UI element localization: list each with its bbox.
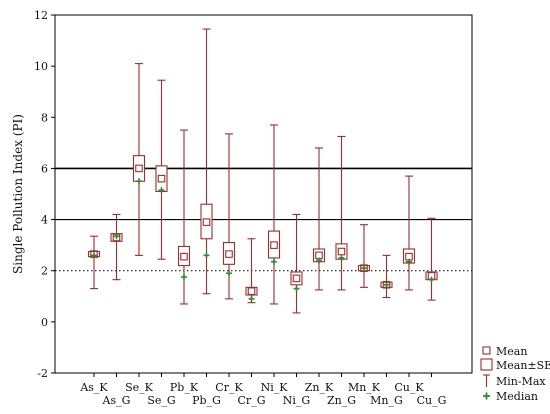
box-As_G — [110, 213, 123, 281]
legend-item-square: Mean — [482, 345, 527, 358]
se-box — [290, 271, 303, 286]
box-Se_K — [132, 63, 146, 256]
y-tick-label: 12 — [34, 9, 48, 22]
x-tick-label: As_K — [79, 381, 108, 394]
se-box — [200, 203, 213, 240]
x-tick-label: Se_K — [125, 381, 154, 394]
x-axis: As_KAs_GSe_KSe_GPb_KPb_GCr_KCr_GNi_KNi_G… — [79, 373, 446, 407]
box-Cr_K — [222, 133, 236, 300]
box-Se_G — [155, 79, 168, 260]
x-tick-label: Se_G — [147, 394, 175, 407]
boxes — [87, 28, 438, 314]
legend-se-symbol — [480, 358, 493, 371]
box-Cu_G — [425, 217, 438, 301]
y-tick-label: 0 — [41, 316, 48, 329]
x-tick-label: Mn_G — [370, 394, 403, 407]
legend-item-box: Mean±SE — [480, 358, 550, 372]
mean-marker — [360, 264, 368, 272]
mean-marker — [225, 250, 233, 258]
x-tick-label: Ni_G — [283, 394, 310, 407]
box-Ni_K — [267, 124, 281, 305]
legend-mean-symbol — [482, 346, 491, 355]
box-Mn_K — [357, 224, 371, 288]
se-box — [222, 242, 236, 265]
x-tick-label: Cr_K — [215, 381, 243, 394]
y-tick-label: 4 — [41, 214, 48, 227]
x-tick-label: As_G — [102, 394, 131, 407]
x-tick-label: Cu_G — [417, 394, 447, 407]
legend-label: Median — [496, 390, 538, 403]
mean-marker — [270, 241, 278, 249]
mean-marker — [157, 174, 166, 183]
box-Cu_K — [402, 175, 416, 291]
se-box — [245, 286, 258, 296]
x-tick-label: Mn_K — [348, 381, 381, 394]
x-tick-label: Zn_G — [327, 394, 356, 407]
legend-label: Mean±SE — [496, 359, 550, 372]
mean-marker — [180, 252, 188, 261]
box-Ni_G — [290, 213, 303, 314]
se-box — [132, 155, 146, 182]
x-tick-label: Ni_K — [261, 381, 289, 394]
mean-marker — [202, 218, 211, 226]
y-tick-label: -2 — [37, 367, 48, 380]
y-tick-label: 10 — [34, 60, 48, 73]
legend-label: Min-Max — [496, 375, 546, 388]
box-Pb_K — [177, 129, 191, 305]
mean-marker — [337, 247, 346, 256]
x-tick-label: Zn_K — [305, 381, 334, 394]
y-axis-label: Single Pollution Index (PI) — [11, 114, 25, 274]
box-Pb_G — [200, 28, 213, 295]
se-box — [177, 245, 191, 267]
box-Zn_G — [335, 135, 348, 291]
mean-marker — [135, 164, 143, 173]
x-tick-label: Cr_G — [238, 394, 266, 407]
plot-frame — [54, 14, 473, 374]
mean-marker — [247, 287, 256, 295]
y-axis: -2 0 2 4 6 8 10 12 — [34, 9, 55, 380]
mean-marker — [292, 274, 301, 283]
x-tick-label: Pb_K — [170, 381, 199, 394]
box-Cr_G — [245, 238, 258, 304]
y-tick-label: 6 — [41, 162, 48, 175]
x-tick-label: Cu_K — [394, 381, 424, 394]
box-As_K — [87, 235, 101, 290]
reference-lines — [55, 167, 472, 272]
box-Mn_G — [380, 254, 393, 299]
x-tick-label: Pb_G — [192, 394, 221, 407]
legend-label: Mean — [496, 345, 527, 358]
se-box — [267, 230, 281, 259]
y-tick-label: 8 — [41, 111, 48, 124]
y-tick-label: 2 — [41, 265, 48, 278]
legend-item-plus: Median — [483, 390, 538, 403]
legend-item-whisker: Min-Max — [483, 374, 546, 388]
box-Zn_K — [312, 147, 326, 291]
mean-marker — [382, 280, 391, 289]
